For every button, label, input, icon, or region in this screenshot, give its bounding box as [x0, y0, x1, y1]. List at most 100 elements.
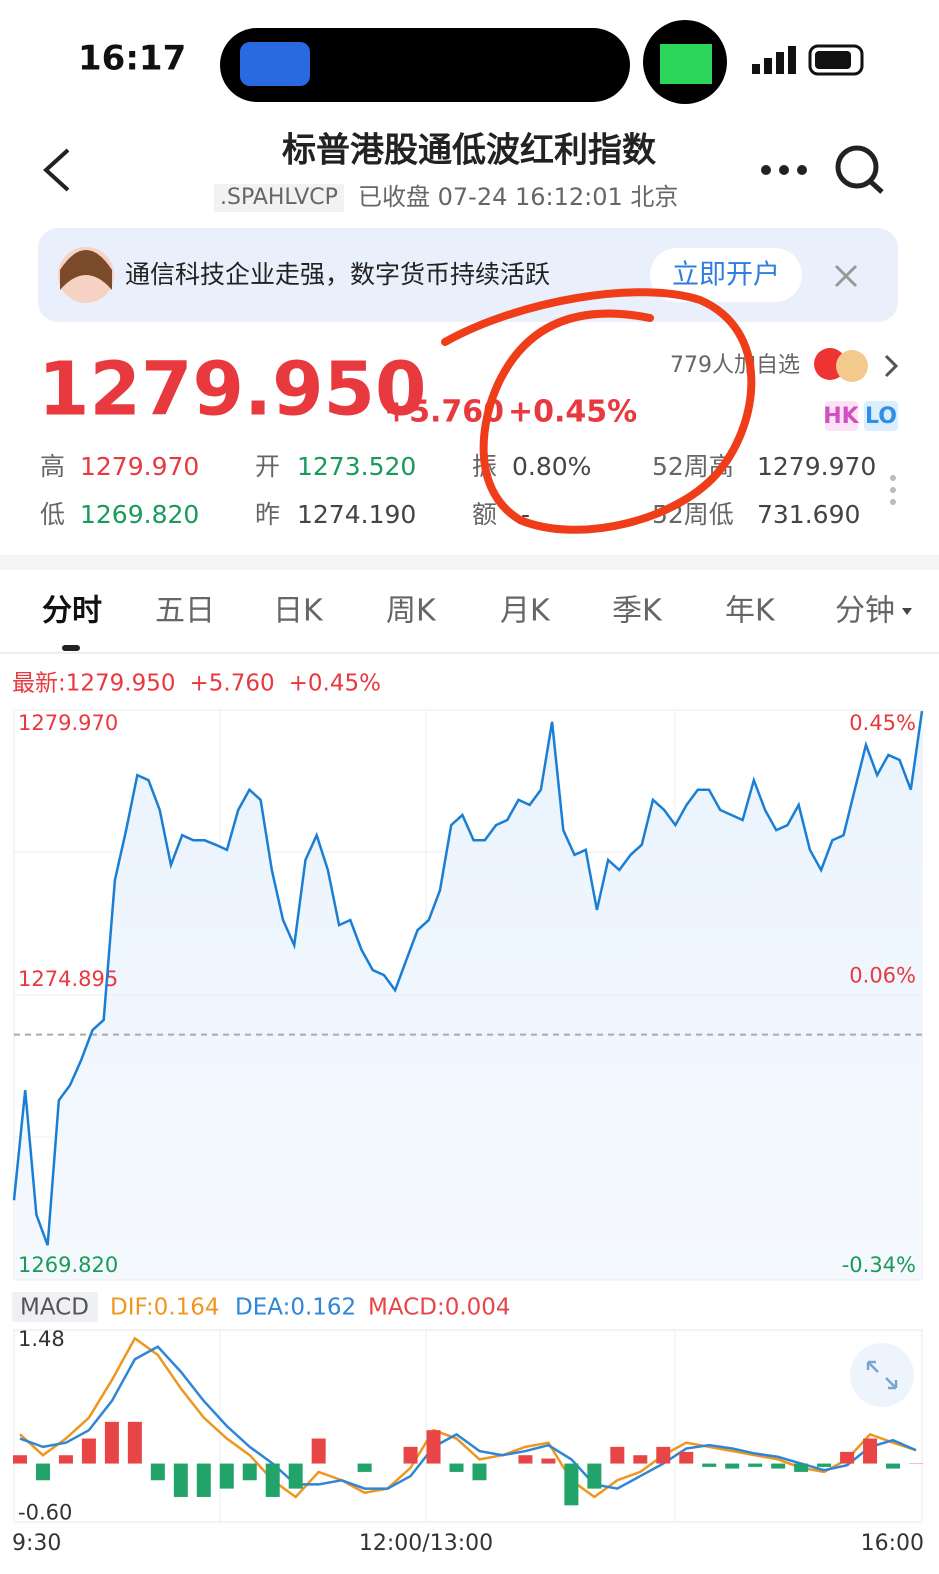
stat-value: 1273.520: [297, 452, 416, 481]
tab-indicator: [62, 645, 80, 651]
tab[interactable]: 分时: [42, 594, 102, 629]
macd-bar: [127, 1421, 142, 1464]
open-account-button[interactable]: [650, 248, 802, 302]
redacted-icon: [660, 44, 712, 84]
stat-label: 高: [40, 452, 65, 481]
macd-bar: [679, 1451, 694, 1464]
dropdown-icon: [902, 608, 912, 615]
battery-icon: [808, 44, 864, 76]
macd-bar: [702, 1463, 717, 1467]
index-code: .SPAHLVCP: [220, 185, 338, 210]
x-tick-label: 12:00/13:00: [359, 1531, 493, 1556]
macd-bar: [817, 1463, 832, 1467]
stat-label: 昨: [255, 500, 280, 529]
stat-label: 开: [255, 452, 280, 481]
macd-bar: [357, 1463, 372, 1472]
tab[interactable]: 分钟: [835, 594, 895, 629]
macd-bar: [564, 1463, 579, 1506]
code-tag: [214, 184, 344, 212]
notch-redaction: [220, 28, 630, 102]
y-tick-label: 1274.895: [18, 967, 118, 991]
macd-bar: [426, 1430, 441, 1464]
percent-change: +0.45%: [508, 395, 637, 430]
price-line: [12, 710, 924, 1246]
macd-bar: [449, 1463, 464, 1472]
stat-label: 低: [40, 500, 65, 529]
macd-bar: [656, 1446, 671, 1464]
avatar-hair: [60, 250, 112, 290]
macd-bar: [288, 1463, 303, 1489]
macd-bar: [587, 1463, 602, 1489]
tab[interactable]: 五日: [155, 594, 215, 629]
macd-bar: [794, 1463, 809, 1472]
macd-bar: [104, 1421, 119, 1464]
separator: [0, 555, 939, 570]
close-banner[interactable]: [834, 264, 858, 288]
macd-bar: [403, 1446, 418, 1464]
expand-button[interactable]: [850, 1343, 914, 1407]
macd-tick-label: -0.60: [18, 1501, 72, 1525]
latest-quote: +0.45%: [289, 671, 381, 697]
macd-bar: [886, 1463, 901, 1469]
macd-frame: [13, 1329, 923, 1523]
open-account-label: 立即开户: [672, 260, 780, 291]
tab[interactable]: 季K: [612, 594, 663, 629]
macd-bar: [771, 1463, 786, 1469]
macd-bar: [311, 1438, 326, 1464]
user-avatar: [836, 350, 868, 382]
more-stats[interactable]: [890, 475, 896, 505]
redacted-icon: [240, 42, 310, 86]
more-button[interactable]: [761, 165, 807, 175]
macd-bar: [840, 1451, 855, 1464]
macd-legend: MACD:0.004: [368, 1295, 511, 1321]
x-tick-label: 16:00: [861, 1531, 924, 1556]
tab[interactable]: 日K: [273, 594, 324, 629]
badge-bg: [825, 401, 858, 431]
macd-bar: [219, 1463, 234, 1489]
search-button[interactable]: [835, 145, 884, 194]
back-button[interactable]: [43, 148, 70, 192]
y2-tick-label: 0.06%: [849, 963, 916, 987]
macd-bar: [518, 1455, 533, 1464]
macd-bar: [725, 1463, 740, 1469]
macd-bar: [541, 1458, 556, 1464]
macd-bar: [265, 1463, 280, 1497]
banner-text: 通信科技企业走强，数字货币持续活跃: [125, 260, 550, 289]
watchers: 779人加自选: [670, 353, 800, 378]
latest-quote: +5.760: [190, 671, 275, 697]
tab[interactable]: 周K: [386, 594, 437, 629]
y-tick-label: 1269.820: [18, 1253, 118, 1277]
macd-bar: [13, 1455, 27, 1464]
badge-bg: [864, 401, 898, 431]
page-title: 标普港股通低波红利指数: [282, 131, 656, 171]
stat-value: 1274.190: [297, 500, 416, 529]
watchers-arrow[interactable]: [884, 354, 899, 378]
macd-tick-label: 1.48: [18, 1327, 65, 1351]
macd-bar: [58, 1455, 73, 1464]
market-state: 已收盘 07-24 16:12:01 北京: [358, 183, 678, 211]
x-tick-label: 9:30: [12, 1531, 61, 1556]
annotation-circle: [441, 288, 756, 534]
stat-value: 1279.970: [757, 452, 876, 481]
expand-icon: [866, 1360, 898, 1390]
macd-bar: [610, 1446, 625, 1464]
badge: HK: [823, 404, 859, 429]
macd-legend: DEA:0.162: [235, 1295, 356, 1321]
tab[interactable]: 月K: [500, 594, 551, 629]
stat-value: 1279.970: [80, 452, 199, 481]
tab[interactable]: 年K: [725, 594, 776, 629]
signal-icon: [752, 46, 796, 74]
y-tick-label: 1279.970: [18, 711, 118, 735]
macd-bar: [633, 1455, 648, 1464]
macd-bar: [150, 1463, 165, 1481]
stat-label: 额: [472, 500, 497, 529]
badge: LO: [865, 404, 897, 429]
macd-bar: [35, 1463, 50, 1481]
macd-bar: [748, 1463, 763, 1467]
macd-bar: [81, 1438, 96, 1464]
y2-tick-label: 0.45%: [849, 711, 916, 735]
macd-bar: [173, 1463, 188, 1497]
latest-quote: 最新:1279.950: [12, 671, 176, 697]
macd-bar: [242, 1463, 257, 1481]
